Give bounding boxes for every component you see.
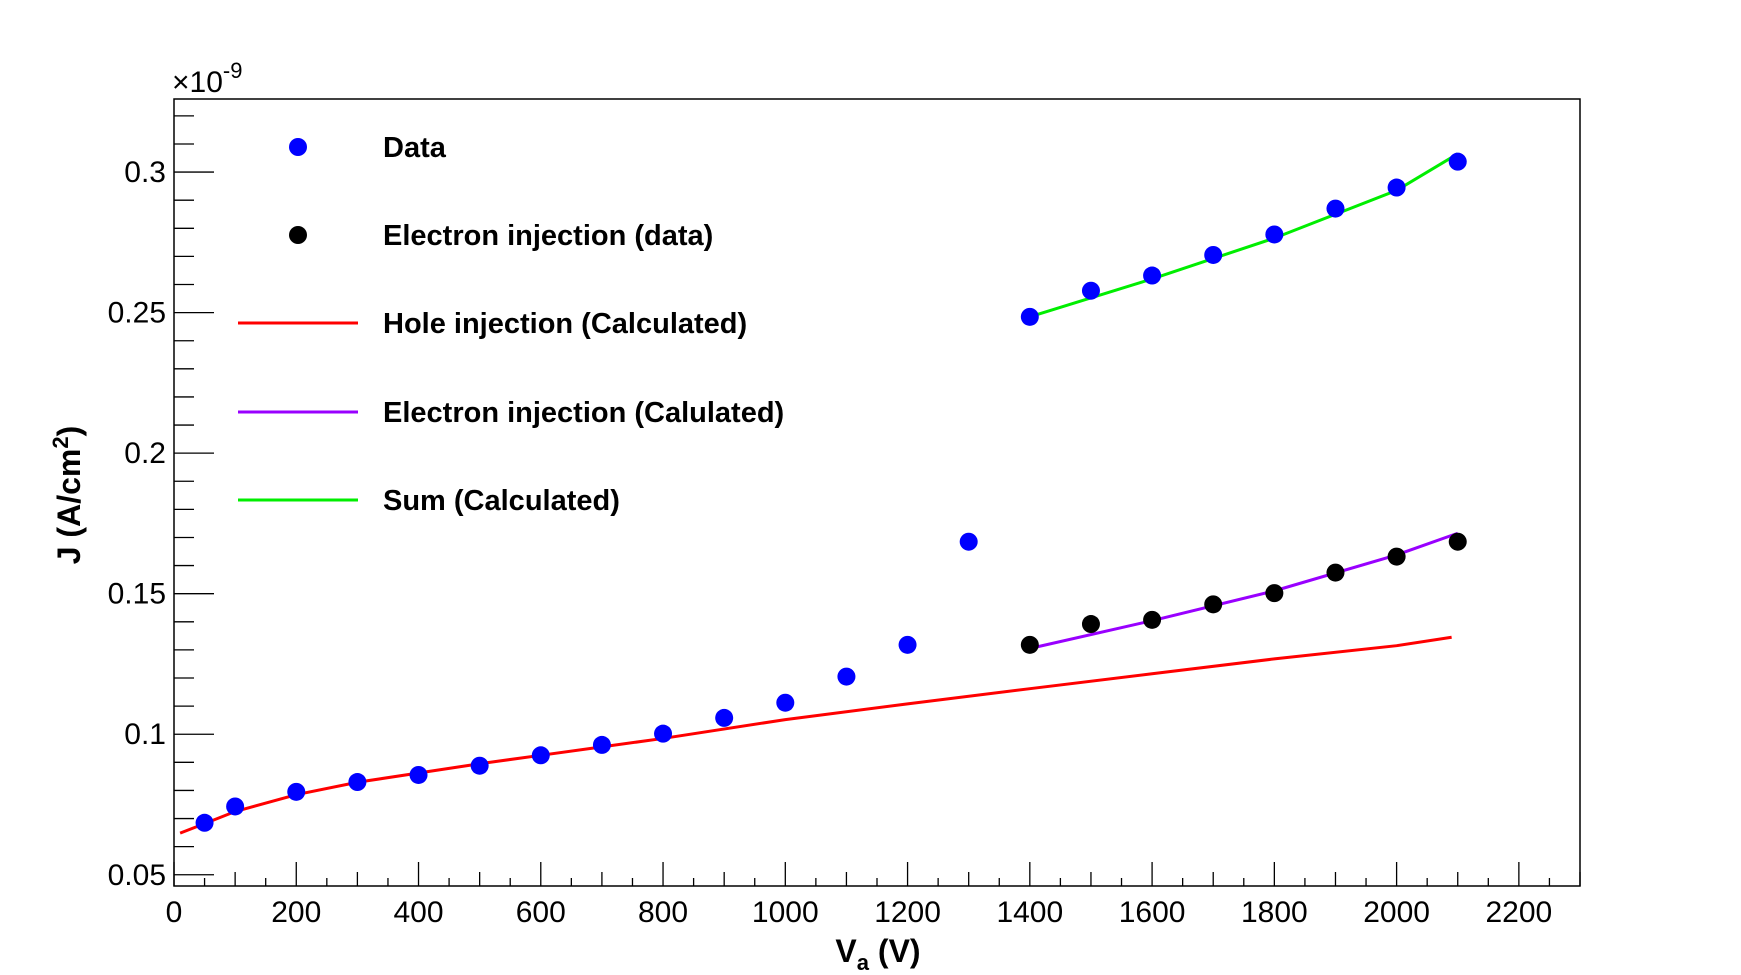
legend-marker-electron-injection-data bbox=[289, 226, 307, 244]
data-point-data bbox=[959, 532, 978, 551]
x-tick-label: 0 bbox=[166, 896, 183, 929]
x-tick-label: 2200 bbox=[1485, 896, 1552, 929]
y-axis-title-superscript: 2 bbox=[48, 436, 73, 448]
data-point-data bbox=[776, 693, 795, 712]
legend-marker-data bbox=[289, 138, 307, 156]
x-tick-label: 1400 bbox=[996, 896, 1063, 929]
data-point-data bbox=[348, 773, 367, 792]
data-point-data bbox=[654, 724, 673, 743]
data-point-electron-injection-data bbox=[1265, 584, 1284, 603]
series-layer bbox=[179, 152, 1467, 835]
data-point-electron-injection-data bbox=[1448, 532, 1467, 551]
data-point-data bbox=[1081, 281, 1100, 300]
y-axis-title-main: J (A/cm bbox=[51, 449, 87, 565]
legend-label-hole-injection-calculated: Hole injection (Calculated) bbox=[383, 308, 747, 340]
data-point-electron-injection-data bbox=[1326, 563, 1345, 582]
x-tick-label: 400 bbox=[393, 896, 443, 929]
y-tick-label: 0.05 bbox=[108, 859, 166, 892]
legend-label-electron-injection-calulated: Electron injection (Calulated) bbox=[383, 397, 784, 429]
y-tick-label: 0.2 bbox=[124, 437, 166, 470]
y-axis-title: J (A/cm2) bbox=[48, 426, 87, 565]
y-tick-label: 0.25 bbox=[108, 297, 166, 330]
legend-label-sum-calculated: Sum (Calculated) bbox=[383, 485, 620, 517]
data-point-data bbox=[409, 765, 428, 784]
legend-label-electron-injection-data: Electron injection (data) bbox=[383, 220, 713, 252]
data-point-data bbox=[1020, 307, 1039, 326]
data-point-data bbox=[592, 735, 611, 754]
y-multiplier-exponent: -9 bbox=[223, 58, 243, 83]
data-point-data bbox=[195, 813, 214, 832]
series-line-hole-injection-calculated bbox=[179, 635, 1452, 835]
x-axis-title-subscript: a bbox=[857, 950, 870, 975]
data-point-electron-injection-data bbox=[1387, 547, 1406, 566]
data-point-electron-injection-data bbox=[1081, 615, 1100, 634]
data-point-electron-injection-data bbox=[1020, 635, 1039, 654]
data-point-data bbox=[1448, 152, 1467, 171]
x-tick-label: 800 bbox=[638, 896, 688, 929]
x-axis-title-unit: (V) bbox=[869, 933, 921, 969]
data-point-data bbox=[1326, 199, 1345, 218]
y-multiplier-label: ×10-9 bbox=[172, 58, 242, 99]
data-point-data bbox=[1204, 245, 1223, 264]
data-point-electron-injection-data bbox=[1204, 595, 1223, 614]
data-point-data bbox=[1387, 178, 1406, 197]
x-axis-title: Va (V) bbox=[835, 933, 920, 975]
y-axis-title-end: ) bbox=[51, 426, 87, 437]
x-axis-title-main: V bbox=[835, 933, 857, 969]
data-point-data bbox=[1143, 266, 1162, 285]
x-tick-label: 1600 bbox=[1119, 896, 1186, 929]
data-point-data bbox=[287, 782, 306, 801]
y-tick-label: 0.15 bbox=[108, 578, 166, 611]
data-point-data bbox=[837, 667, 856, 686]
y-tick-label: 0.3 bbox=[124, 156, 166, 189]
y-axis-ticks: 0.05 0.1 0.15 0.2 0.25 0.3 bbox=[108, 115, 214, 892]
data-point-data bbox=[226, 797, 245, 816]
y-multiplier-prefix: ×10 bbox=[172, 66, 223, 99]
legend-label-data: Data bbox=[383, 132, 447, 164]
legend: Data Electron injection (data) Hole inject… bbox=[238, 132, 784, 517]
x-axis-ticks: 0 200 400 600 800 1000 1200 1400 1600 1800 2000 220… bbox=[166, 862, 1581, 929]
data-point-data bbox=[470, 756, 489, 775]
data-point-electron-injection-data bbox=[1143, 610, 1162, 629]
x-tick-label: 2000 bbox=[1363, 896, 1430, 929]
x-tick-label: 600 bbox=[516, 896, 566, 929]
x-tick-label: 1000 bbox=[752, 896, 819, 929]
x-tick-label: 1800 bbox=[1241, 896, 1308, 929]
data-point-data bbox=[898, 635, 917, 654]
data-point-data bbox=[715, 708, 734, 727]
data-point-data bbox=[1265, 225, 1284, 244]
x-tick-label: 1200 bbox=[874, 896, 941, 929]
data-point-data bbox=[531, 746, 550, 765]
x-tick-label: 200 bbox=[271, 896, 321, 929]
y-tick-label: 0.1 bbox=[124, 718, 166, 751]
